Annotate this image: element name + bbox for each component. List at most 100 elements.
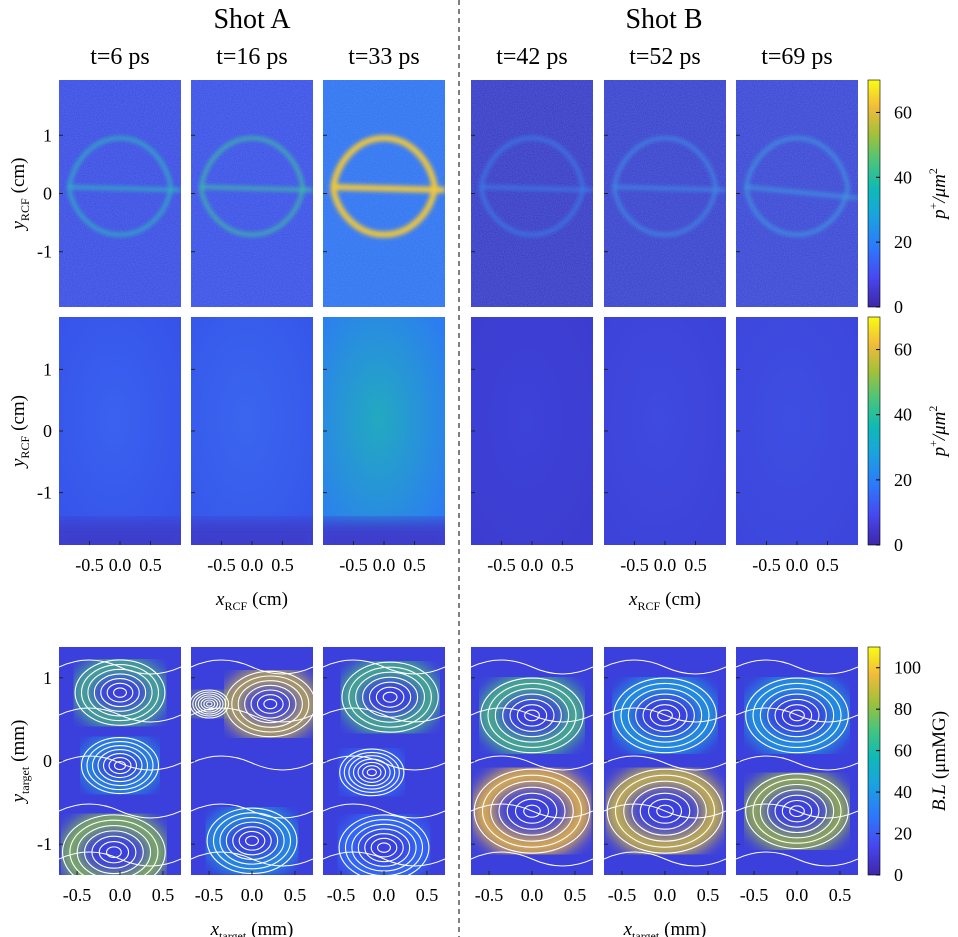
label-symbol: p (929, 447, 950, 459)
streamline (774, 794, 820, 828)
ring (612, 187, 718, 237)
panel-image (736, 80, 858, 307)
streamline (191, 851, 313, 867)
streamline (498, 786, 566, 836)
ring (330, 135, 438, 189)
streamline (102, 753, 138, 779)
streamline (191, 689, 230, 719)
label-symbol: x (210, 919, 220, 937)
streamline (471, 803, 593, 819)
panel-noise (471, 80, 593, 307)
label-subscript: RCF (224, 599, 247, 613)
label-symbol: x (623, 919, 633, 937)
streamline (789, 805, 805, 818)
signal (330, 135, 445, 238)
streamline (341, 661, 439, 733)
colorbar-tick-label: 20 (894, 470, 912, 490)
streamline (323, 659, 445, 675)
streamline (74, 659, 166, 726)
y-axis-label: yRCF (cm) (8, 158, 32, 232)
streamline (323, 803, 445, 819)
x-tick-label: 0.0 (241, 885, 264, 905)
label-unit: (mm) (251, 919, 293, 937)
streamline (614, 774, 716, 848)
label-unit: /μm (929, 174, 950, 204)
ring (330, 187, 438, 238)
streamline (375, 686, 405, 708)
streamline (244, 684, 297, 724)
x-tick-label: -0.5 (339, 555, 368, 575)
streamline (490, 780, 574, 842)
streamline (108, 757, 132, 775)
colorbar-tick-label: 20 (894, 232, 912, 252)
panel-edge (323, 520, 445, 545)
streamline (736, 707, 858, 723)
colorbar-tick-label: 60 (894, 102, 912, 122)
panel-image (604, 80, 726, 307)
streamline (745, 677, 849, 754)
label-superscript: + (926, 440, 940, 447)
label-symbol: x (628, 589, 638, 610)
x-tick-label: 0.0 (654, 555, 677, 575)
streamline (59, 707, 181, 723)
streamline (627, 688, 703, 743)
panel-noise (323, 80, 445, 307)
label-symbol: p (929, 209, 950, 221)
streamline (245, 835, 259, 847)
x-axis-label: xRCF (cm) (628, 589, 701, 613)
streamline (370, 837, 398, 858)
y-tick-label: -1 (37, 242, 52, 262)
panel-image (471, 80, 593, 307)
streamline (192, 691, 227, 717)
streamline (736, 851, 858, 867)
streamline (471, 659, 593, 675)
label-unit: (cm) (8, 395, 29, 431)
streamline (471, 707, 593, 723)
colorbar-tick-label: 100 (894, 658, 921, 678)
streamline (231, 675, 310, 733)
streamline (752, 682, 842, 748)
streamline (649, 704, 681, 727)
time-label: t=16 ps (216, 44, 288, 70)
streamline (736, 803, 858, 819)
streamline (604, 707, 726, 723)
x-tick-label: 0.5 (152, 885, 175, 905)
streamline (480, 677, 584, 754)
panel-image (471, 647, 593, 875)
streamline (106, 682, 134, 703)
streamline (656, 804, 674, 818)
panel-edge (191, 520, 313, 545)
x-tick-label: 0.0 (109, 885, 132, 905)
filament (332, 184, 445, 193)
streamline (323, 707, 445, 723)
label-subscript: RCF (18, 198, 32, 221)
x-tick-label: 0.0 (373, 555, 396, 575)
streamline (344, 819, 424, 875)
panel-image (191, 647, 313, 875)
x-tick-label: -0.5 (75, 555, 104, 575)
streamline (767, 693, 827, 738)
streamline (524, 709, 540, 722)
ring (479, 136, 585, 189)
streamline (357, 761, 387, 783)
streamline (232, 826, 272, 856)
streamline (76, 824, 152, 875)
x-axis-label: xRCF (cm) (215, 589, 288, 613)
panel-bg (323, 317, 445, 545)
streamline (471, 851, 593, 867)
x-tick-label: -0.5 (752, 555, 781, 575)
streamline (604, 659, 726, 675)
streamline (613, 677, 717, 754)
streamline (781, 799, 813, 823)
panel-image (191, 317, 313, 545)
colorbar (867, 79, 881, 308)
y-tick-label: -1 (37, 834, 52, 854)
ring (744, 136, 850, 189)
shot-title: Shot B (625, 4, 702, 35)
colorbar-tick-label: 40 (894, 782, 912, 802)
panel-image (59, 647, 181, 875)
streamline (642, 698, 688, 732)
panel-bg (604, 317, 726, 545)
panel-bg (471, 317, 593, 545)
colorbar-tick-label: 0 (894, 535, 903, 555)
